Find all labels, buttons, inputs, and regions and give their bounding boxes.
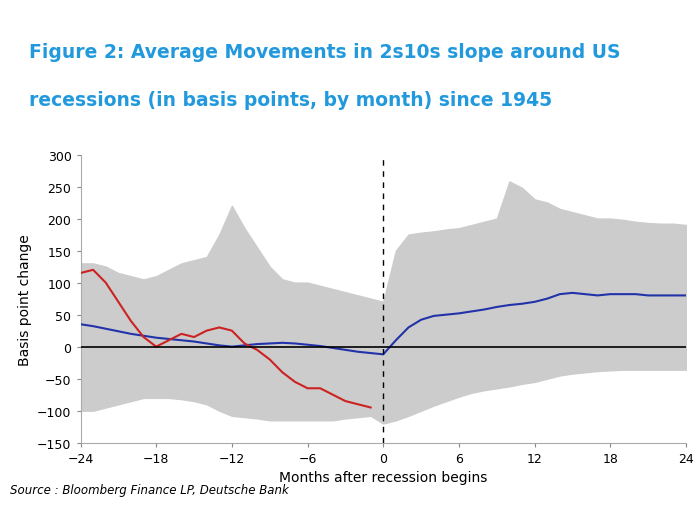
Text: Figure 2: Average Movements in 2s10s slope around US: Figure 2: Average Movements in 2s10s slo… [29,43,620,62]
Text: recessions (in basis points, by month) since 1945: recessions (in basis points, by month) s… [29,91,552,110]
Text: Source : Bloomberg Finance LP, Deutsche Bank: Source : Bloomberg Finance LP, Deutsche … [10,484,289,496]
X-axis label: Months after recession begins: Months after recession begins [279,470,487,485]
Y-axis label: Basis point change: Basis point change [18,233,32,365]
